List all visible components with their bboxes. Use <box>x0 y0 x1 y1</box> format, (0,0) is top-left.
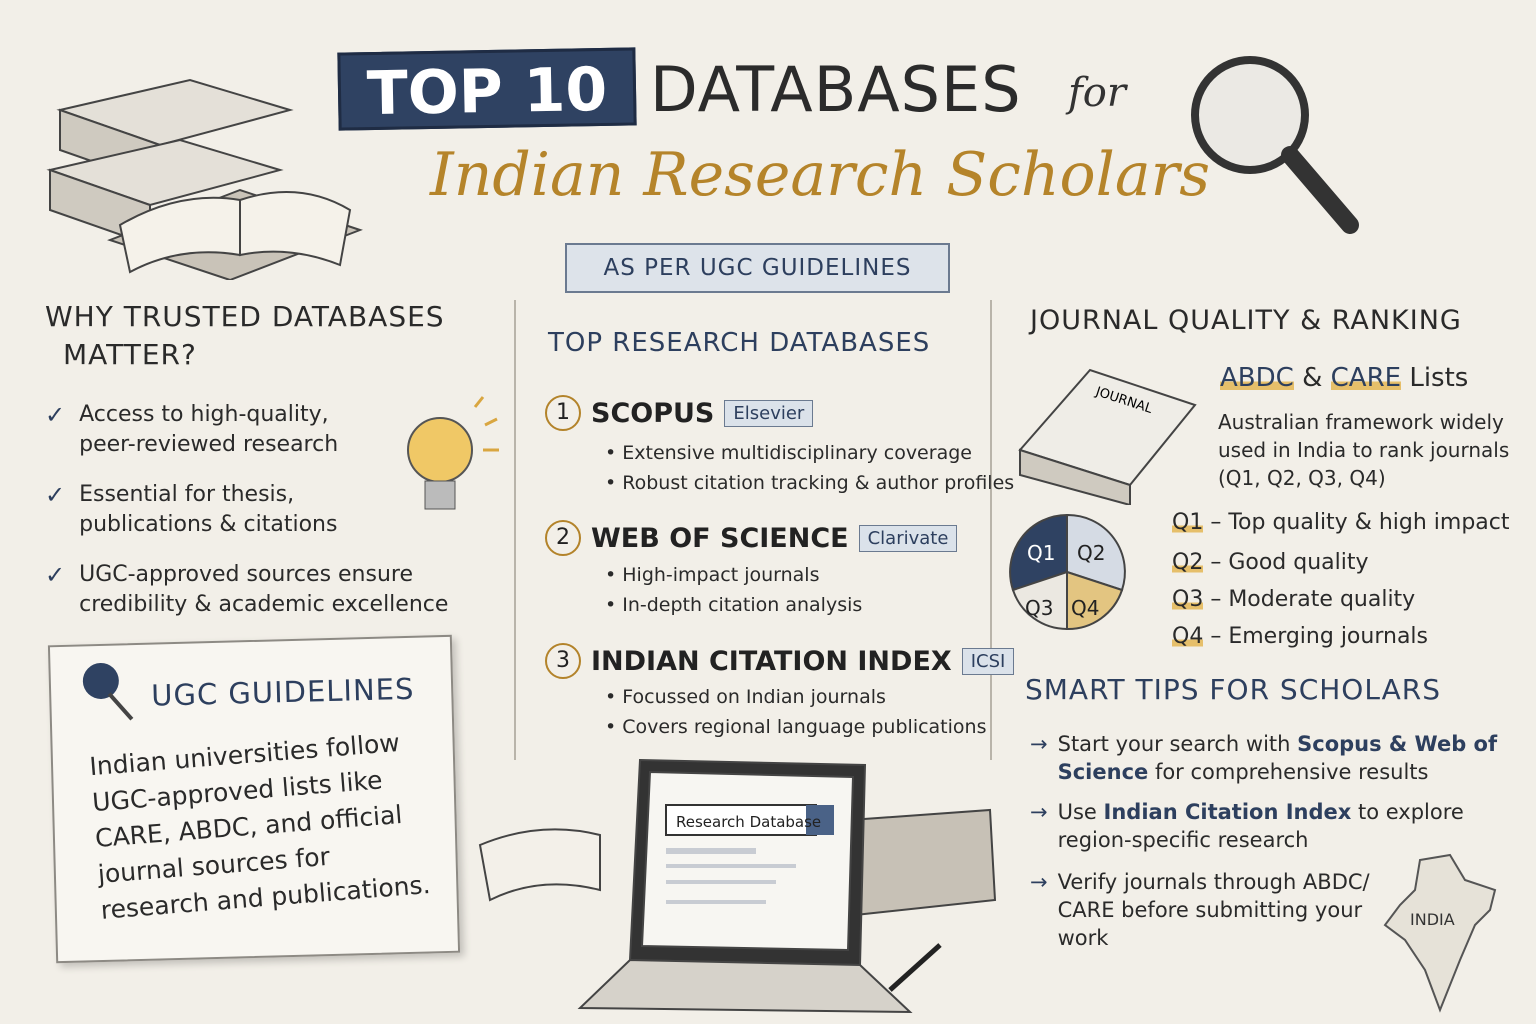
ugc-guidelines-badge: AS PER UGC GUIDELINES <box>565 243 950 293</box>
quartile-item: Q3 – Moderate quality <box>1172 587 1415 612</box>
quartile-label: Q2 <box>1172 550 1204 575</box>
database-name: WEB OF SCIENCE <box>591 522 849 554</box>
abdc-care-lists: ABDC & CARE Lists <box>1220 363 1468 393</box>
database-name: SCOPUS <box>591 397 715 429</box>
number-badge: 1 <box>545 395 581 431</box>
quartile-text: – Emerging journals <box>1210 624 1428 649</box>
tip-item: → Start your search with Scopus & Web of … <box>1030 730 1500 786</box>
why-item-text: UGC-approved sources ensure credibility … <box>79 562 449 617</box>
arrow-icon: → <box>1030 870 1048 894</box>
quartile-item: Q4 – Emerging journals <box>1172 624 1428 649</box>
ranking-heading: JOURNAL QUALITY & RANKING <box>1030 305 1462 336</box>
quartile-label: Q4 <box>1172 624 1204 649</box>
database-bullet: • Robust citation tracking & author prof… <box>605 472 1015 494</box>
ampersand: & <box>1302 363 1323 393</box>
check-icon: ✓ <box>45 481 66 509</box>
abdc-label: ABDC <box>1220 363 1294 393</box>
ugc-guidelines-note: UGC GUIDELINES Indian universities follo… <box>47 634 461 964</box>
lists-label: Lists <box>1409 363 1469 393</box>
tips-heading: SMART TIPS FOR SCHOLARS <box>1025 673 1441 706</box>
databases-heading: TOP RESEARCH DATABASES <box>548 328 931 358</box>
database-bullet: • Covers regional language publications <box>605 716 987 738</box>
why-item: ✓ Essential for thesis, publications & ci… <box>45 480 375 540</box>
why-heading-line2: MATTER? <box>63 338 197 371</box>
database-name: INDIAN CITATION INDEX <box>591 645 952 677</box>
arrow-icon: → <box>1030 800 1048 824</box>
database-scopus: 1 SCOPUS Elsevier <box>545 395 814 431</box>
quartile-item: Q1 – Top quality & high impact <box>1172 510 1510 535</box>
number-badge: 3 <box>545 643 581 679</box>
database-bullet: • In-depth citation analysis <box>605 594 863 616</box>
tip-item: → Use Indian Citation Index to explore re… <box>1030 798 1500 854</box>
quartile-label: Q3 <box>1172 587 1204 612</box>
title-for: for <box>1068 70 1127 116</box>
tip-text: Verify journals through ABDC/ CARE befor… <box>1057 870 1370 950</box>
tip-item: → Verify journals through ABDC/ CARE befo… <box>1030 868 1390 952</box>
pie-label-q4: Q4 <box>1071 596 1099 620</box>
pie-slice-q1 <box>1009 513 1068 592</box>
database-bullet: • Extensive multidisciplinary coverage <box>605 442 972 464</box>
why-heading: WHY TRUSTED DATABASES MATTER? <box>45 298 445 374</box>
pie-slice-q2 <box>1066 513 1126 592</box>
search-icon <box>806 805 834 835</box>
quartile-item: Q2 – Good quality <box>1172 550 1369 575</box>
abdc-description: Australian framework widely used in Indi… <box>1218 410 1510 490</box>
pie-label-q3: Q3 <box>1025 596 1053 620</box>
check-icon: ✓ <box>45 561 66 589</box>
arrow-icon: → <box>1030 732 1048 756</box>
lightbulb-icon <box>407 396 499 510</box>
pushpin-icon <box>82 662 134 721</box>
india-label: INDIA <box>1410 910 1455 929</box>
quartile-pie: Q1 Q2 Q3 Q4 <box>1009 513 1126 631</box>
title-top10: TOP 10 <box>337 47 637 131</box>
divider <box>990 300 992 760</box>
divider <box>514 300 516 760</box>
tip-text: Use Indian Citation Index to explore reg… <box>1057 800 1464 852</box>
pie-slice-q3 <box>1011 570 1068 631</box>
why-item-text: Essential for thesis, publications & cit… <box>79 482 338 537</box>
why-item: ✓ UGC-approved sources ensure credibility… <box>45 560 465 620</box>
quartile-label: Q1 <box>1172 510 1204 535</box>
why-heading-line1: WHY TRUSTED DATABASES <box>45 300 445 333</box>
pie-slice-q4 <box>1066 570 1124 631</box>
quartile-text: – Top quality & high impact <box>1210 510 1510 535</box>
laptop-illustration: Research Database <box>478 758 997 1014</box>
number-badge: 2 <box>545 520 581 556</box>
database-web-of-science: 2 WEB OF SCIENCE Clarivate <box>545 520 958 556</box>
laptop-search-text: Research Database <box>676 813 821 831</box>
ugc-guidelines-title: UGC GUIDELINES <box>150 671 415 713</box>
title-databases: DATABASES <box>650 53 1022 126</box>
magnifying-glass-icon <box>1191 56 1359 234</box>
pie-label-q2: Q2 <box>1077 541 1105 565</box>
quartile-text: – Good quality <box>1210 550 1369 575</box>
subtitle: Indian Research Scholars <box>430 140 1211 210</box>
check-icon: ✓ <box>45 401 66 429</box>
publisher-tag: Elsevier <box>724 399 814 427</box>
database-bullet: • Focussed on Indian journals <box>605 686 886 708</box>
india-map-icon: INDIA <box>1383 853 1497 1013</box>
care-label: CARE <box>1330 363 1402 393</box>
database-bullet: • High-impact journals <box>605 564 820 586</box>
publisher-tag: Clarivate <box>858 524 958 552</box>
why-item-text: Access to high-quality, peer-reviewed re… <box>79 402 339 457</box>
publisher-tag: ICSI <box>961 647 1015 675</box>
ugc-guidelines-body: Indian universities follow UGC-approved … <box>88 727 432 925</box>
why-item: ✓ Access to high-quality, peer-reviewed r… <box>45 400 375 460</box>
quartile-text: – Moderate quality <box>1210 587 1416 612</box>
tip-text: Start your search with Scopus & Web of S… <box>1057 732 1498 784</box>
database-indian-citation-index: 3 INDIAN CITATION INDEX ICSI <box>545 643 1015 679</box>
journal-book-icon: JOURNAL <box>1018 368 1197 505</box>
books-icon <box>46 78 363 280</box>
pie-label-q1: Q1 <box>1027 541 1055 565</box>
